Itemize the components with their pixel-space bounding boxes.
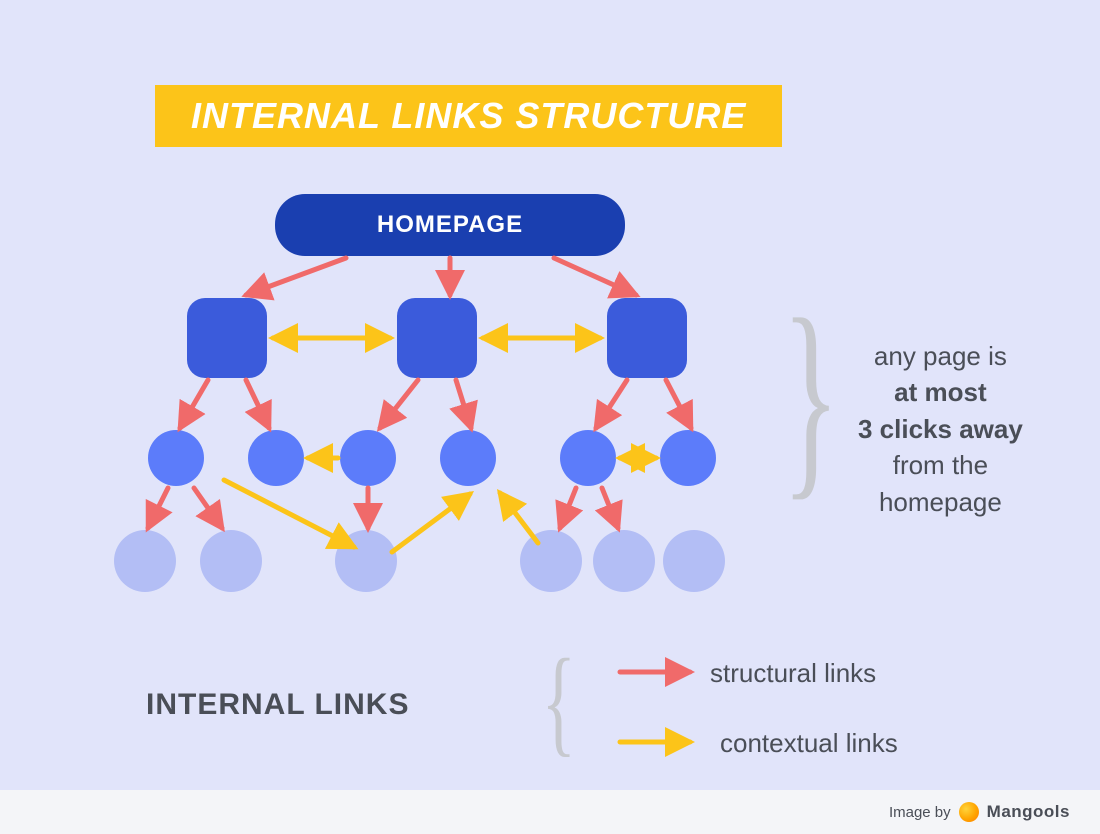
- level2-node: [248, 430, 304, 486]
- annotation-line2: at most: [894, 377, 986, 407]
- infographic-canvas: INTERNAL LINKS STRUCTURE HOMEPAGE } any …: [0, 0, 1100, 834]
- level3-node: [663, 530, 725, 592]
- title-banner: INTERNAL LINKS STRUCTURE: [155, 85, 782, 147]
- legend-brace: {: [542, 632, 577, 770]
- legend-item-label: contextual links: [720, 728, 898, 759]
- annotation-line3: 3 clicks away: [858, 414, 1023, 444]
- level2-node: [560, 430, 616, 486]
- footer-prefix: Image by: [889, 804, 951, 821]
- annotation-text: any page is at most 3 clicks away from t…: [858, 338, 1023, 520]
- homepage-node: HOMEPAGE: [275, 194, 625, 256]
- annotation-line4: from the: [893, 450, 988, 480]
- level1-node: [397, 298, 477, 378]
- homepage-label: HOMEPAGE: [377, 211, 523, 239]
- level3-node: [593, 530, 655, 592]
- level3-node: [335, 530, 397, 592]
- legend-title: INTERNAL LINKS: [146, 688, 409, 722]
- footer: Image by Mangools: [0, 790, 1100, 834]
- level1-node: [607, 298, 687, 378]
- level2-node: [660, 430, 716, 486]
- annotation-line5: homepage: [879, 487, 1002, 517]
- level3-node: [200, 530, 262, 592]
- annotation-brace: }: [782, 270, 840, 523]
- level3-node: [520, 530, 582, 592]
- level1-node: [187, 298, 267, 378]
- annotation-line1: any page is: [874, 341, 1007, 371]
- level2-node: [148, 430, 204, 486]
- mangools-logo-icon: [959, 802, 979, 822]
- footer-brand: Mangools: [987, 802, 1070, 822]
- level2-node: [440, 430, 496, 486]
- level3-node: [114, 530, 176, 592]
- legend-item-label: structural links: [710, 658, 876, 689]
- level2-node: [340, 430, 396, 486]
